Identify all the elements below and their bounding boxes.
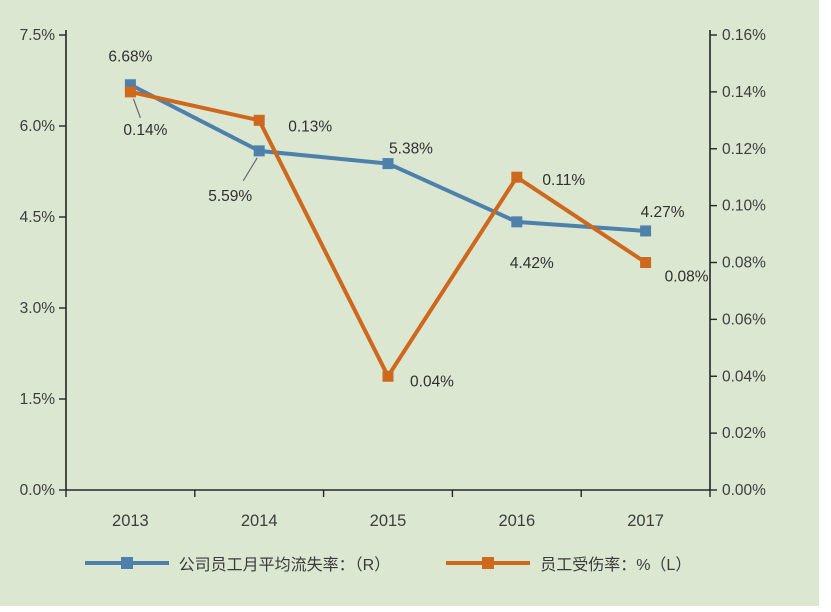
data-point-marker xyxy=(511,216,523,228)
data-point-marker xyxy=(253,145,265,157)
y-axis-right-tick-label: 0.00% xyxy=(722,482,766,499)
y-axis-right-tick-label: 0.16% xyxy=(722,27,766,44)
data-point-marker xyxy=(382,158,394,170)
x-axis-tick-label: 2014 xyxy=(241,512,278,530)
data-point-marker xyxy=(382,370,394,382)
x-axis-tick-label: 2017 xyxy=(627,512,664,530)
data-point-marker xyxy=(253,114,265,126)
data-point-label: 0.11% xyxy=(542,172,585,189)
legend-square-marker xyxy=(482,557,495,569)
data-point-label: 4.27% xyxy=(641,204,685,221)
data-point-label: 5.38% xyxy=(389,141,433,158)
dual-axis-line-chart: 0.0% 1.5% 3.0% 4.5% 6.0% 7.5% 0.00% 0.02% 0.04% 0… xyxy=(0,0,819,606)
data-point-label: 6.68% xyxy=(108,49,152,66)
legend-label: 员工受伤率：%（L） xyxy=(540,557,692,574)
data-point-label: 0.14% xyxy=(123,122,167,139)
x-axis-tick-label: 2013 xyxy=(112,512,149,530)
line-chart-svg: 0.0% 1.5% 3.0% 4.5% 6.0% 7.5% 0.00% 0.02% 0.04% 0… xyxy=(0,0,819,606)
chart-legend: 公司员工月平均流失率：（R） 员工受伤率：%（L） xyxy=(0,551,776,575)
legend-item: 公司员工月平均流失率：（R） xyxy=(84,551,391,575)
y-axis-right-tick-label: 0.02% xyxy=(722,425,766,442)
data-point-label: 0.13% xyxy=(288,118,332,135)
data-point-marker xyxy=(124,79,136,91)
legend-square-marker xyxy=(120,557,133,569)
y-axis-right-tick-label: 0.14% xyxy=(722,84,766,101)
data-point-label: 0.04% xyxy=(410,373,454,390)
x-axis-tick-label: 2015 xyxy=(370,512,407,530)
data-point-marker xyxy=(124,86,136,98)
legend-label: 公司员工月平均流失率：（R） xyxy=(178,557,391,574)
y-axis-left-tick-label: 6.0% xyxy=(20,118,56,135)
x-axis-tick-label: 2016 xyxy=(498,512,535,530)
data-point-marker xyxy=(640,257,652,268)
y-axis-left-tick-label: 3.0% xyxy=(20,300,56,317)
legend-line-marker xyxy=(446,557,531,569)
data-point-label: 5.59% xyxy=(208,188,252,205)
label-leader-line xyxy=(132,98,141,119)
y-axis-left-tick-label: 4.5% xyxy=(20,209,56,226)
y-axis-right-tick-label: 0.12% xyxy=(722,141,766,158)
legend-item: 员工受伤率：%（L） xyxy=(446,551,691,575)
y-axis-right-tick-label: 0.10% xyxy=(722,198,766,215)
y-axis-left-tick-label: 0.0% xyxy=(20,482,56,499)
data-point-marker xyxy=(511,171,523,183)
y-axis-left-tick-label: 7.5% xyxy=(20,27,56,44)
y-axis-right-tick-label: 0.04% xyxy=(722,368,766,385)
legend-line-marker xyxy=(84,557,169,569)
label-leader-line xyxy=(242,157,258,182)
data-point-label: 4.42% xyxy=(510,255,554,272)
data-point-label: 0.08% xyxy=(665,269,709,286)
y-axis-right-tick-label: 0.08% xyxy=(722,255,766,272)
y-axis-right-tick-label: 0.06% xyxy=(722,311,766,328)
y-axis-left-tick-label: 1.5% xyxy=(20,391,56,408)
data-point-marker xyxy=(640,225,652,237)
chart-background xyxy=(0,0,819,606)
